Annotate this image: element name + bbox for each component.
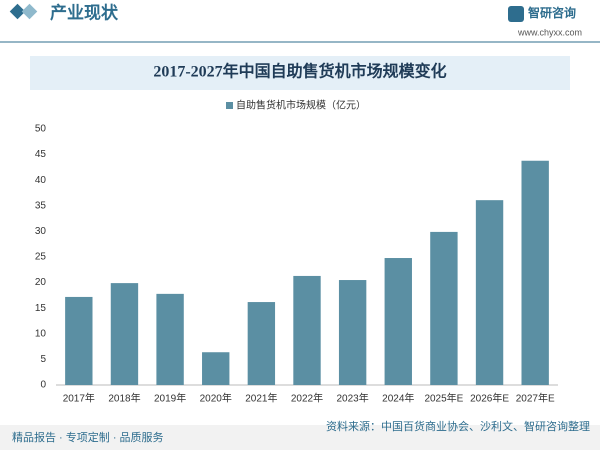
x-tick-label: 2027年E [516, 392, 555, 405]
bar [521, 160, 549, 385]
bar [475, 200, 504, 385]
x-tick-label: 2026年E [470, 392, 509, 405]
bar [247, 302, 276, 385]
header-icon [9, 3, 26, 20]
y-tick-label: 15 [35, 303, 47, 314]
x-tick-label: 2021年 [245, 392, 277, 405]
logo-icon [508, 6, 524, 22]
bar [430, 231, 458, 385]
y-tick-label: 10 [35, 328, 47, 339]
bar [293, 275, 321, 385]
bar [110, 283, 139, 385]
y-tick-label: 20 [35, 277, 47, 288]
bar [338, 280, 367, 385]
bar [202, 352, 230, 385]
x-tick-label: 2024年 [382, 392, 414, 405]
source: 资料来源：中国百货商业协会、沙利文、智研咨询整理 [326, 419, 590, 433]
header-icon [21, 3, 38, 20]
x-tick-label: 2017年 [63, 392, 95, 405]
x-tick-label: 2020年 [200, 392, 232, 405]
x-tick-label: 2019年 [154, 392, 186, 405]
y-tick-label: 40 [35, 175, 47, 186]
legend-swatch [226, 102, 233, 109]
x-tick-label: 2025年E [424, 392, 463, 405]
y-tick-label: 30 [35, 226, 47, 237]
footer-slogan: 精品报告 · 专项定制 · 品质服务 [12, 430, 164, 444]
chart-title: 2017-2027年中国自助售货机市场规模变化 [153, 62, 446, 81]
x-tick-label: 2023年 [337, 392, 369, 405]
bar [384, 258, 412, 385]
bar [156, 293, 184, 385]
legend-label: 自助售货机市场规模（亿元） [236, 99, 366, 112]
footer-band [0, 425, 600, 450]
y-tick-label: 25 [35, 252, 47, 263]
bar [65, 296, 93, 385]
title-box [30, 56, 570, 90]
y-tick-label: 0 [40, 380, 46, 391]
website: www.chyxx.com [517, 27, 582, 37]
brand: 智研咨询 [527, 5, 576, 20]
x-tick-label: 2018年 [108, 392, 140, 405]
y-tick-label: 35 [35, 200, 47, 211]
y-tick-label: 50 [35, 124, 47, 135]
y-tick-label: 45 [35, 149, 47, 160]
section-title: 产业现状 [50, 2, 119, 22]
y-tick-label: 5 [40, 354, 46, 365]
x-tick-label: 2022年 [291, 392, 323, 405]
